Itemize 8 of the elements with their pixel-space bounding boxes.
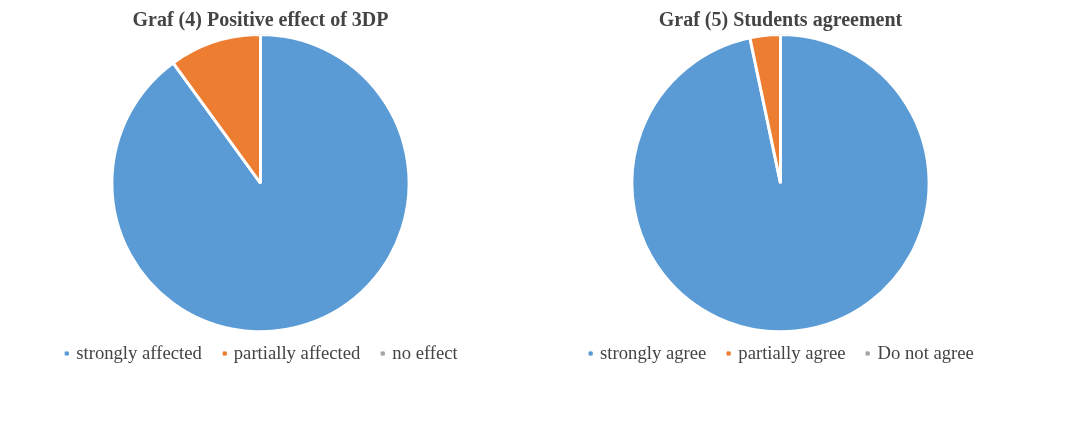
chart-title: Graf (4) Positive effect of 3DP (132, 7, 389, 31)
legend-label: partially agree (738, 342, 846, 364)
legend-label: Do not agree (877, 342, 974, 364)
legend-label: strongly affected (76, 342, 202, 364)
chart-title: Graf (5) Students agreement (658, 7, 903, 31)
legend-label: strongly agree (600, 342, 707, 364)
legend-label: no effect (392, 342, 458, 364)
legend-label: partially affected (233, 342, 361, 364)
